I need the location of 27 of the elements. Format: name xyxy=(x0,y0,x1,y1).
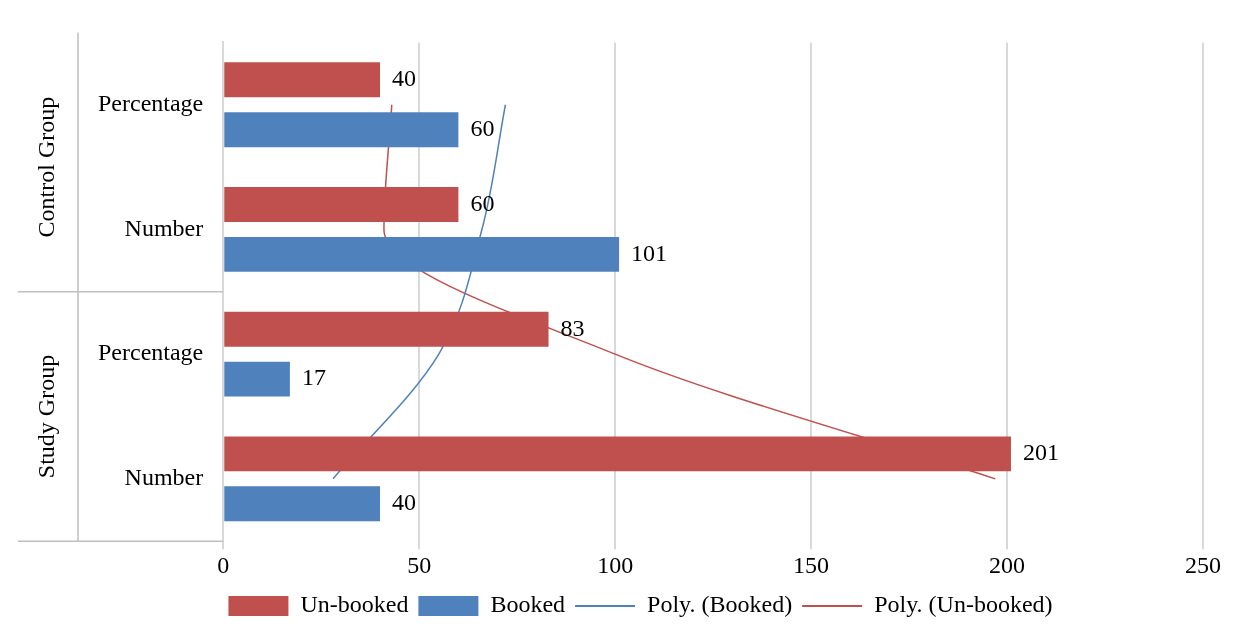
text: Control Group xyxy=(33,96,60,238)
legend-label: Poly. (Un-booked) xyxy=(874,591,1053,618)
legend-label: Booked xyxy=(490,591,566,618)
bar xyxy=(224,62,381,98)
x-tick-label: 50 xyxy=(407,551,432,578)
data-label: 83 xyxy=(560,314,585,341)
bar xyxy=(224,486,381,522)
data-label: 40 xyxy=(392,489,417,516)
x-tick-label: 150 xyxy=(793,551,830,578)
data-label: 60 xyxy=(470,114,495,141)
data-label: 101 xyxy=(631,239,668,266)
legend-label: Poly. (Booked) xyxy=(647,591,793,618)
text: Study Group xyxy=(33,354,60,479)
x-tick-label: 100 xyxy=(597,551,634,578)
y-tick-label: Percentage xyxy=(97,90,204,117)
bar xyxy=(224,361,290,397)
y-tick-label: Number xyxy=(124,464,204,491)
data-label: 17 xyxy=(301,364,326,391)
y-tick-label: Number xyxy=(124,214,204,241)
y-tick-label: Percentage xyxy=(97,339,204,366)
data-label: 201 xyxy=(1022,439,1059,466)
legend-label: Un-booked xyxy=(300,591,409,618)
data-label: 40 xyxy=(392,65,417,92)
x-tick-label: 0 xyxy=(217,551,230,578)
x-tick-label: 200 xyxy=(989,551,1026,578)
x-tick-label: 250 xyxy=(1185,551,1221,578)
bar xyxy=(224,112,459,148)
